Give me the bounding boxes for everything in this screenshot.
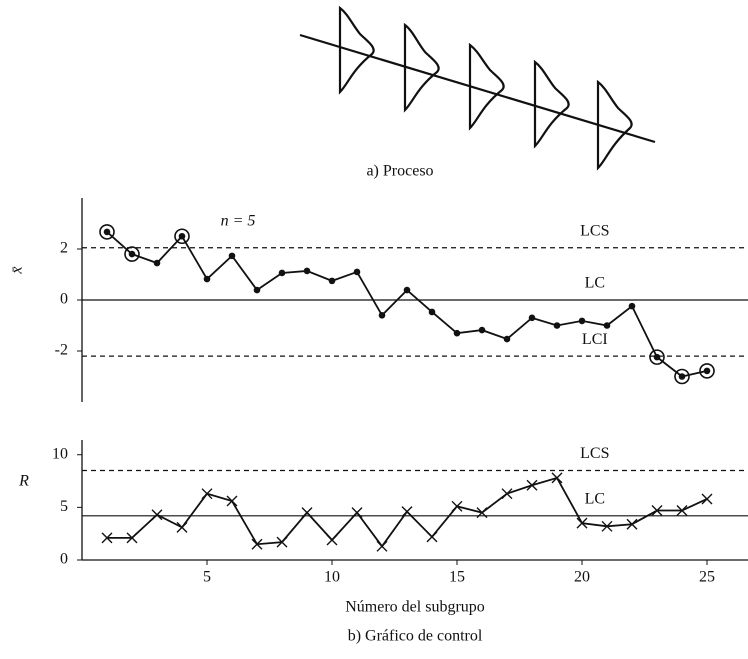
control-limit-label: LCS <box>580 445 609 462</box>
data-point <box>202 489 212 499</box>
control-limit-label: LC <box>585 275 605 292</box>
control-limit-label: LCI <box>582 331 608 348</box>
data-point <box>329 278 336 285</box>
data-point <box>527 480 537 490</box>
data-point <box>552 473 562 483</box>
data-point <box>554 322 561 329</box>
figure: a) Proceso b) Gráfico de control -2 0 2 x̄ n… <box>0 0 748 659</box>
data-point <box>279 270 286 277</box>
y-tick-label: 10 <box>52 445 68 462</box>
data-point <box>304 268 311 275</box>
y-axis-label: R <box>18 473 29 490</box>
data-point <box>679 373 686 380</box>
data-point <box>177 522 187 532</box>
data-point <box>654 354 661 361</box>
distribution-shape <box>340 8 374 92</box>
x-tick-label: 10 <box>324 569 340 586</box>
diagram-caption: a) Proceso <box>366 163 433 180</box>
data-point <box>704 368 711 375</box>
data-point <box>502 489 512 499</box>
data-point <box>354 269 361 276</box>
y-tick-label: 0 <box>60 551 68 568</box>
data-point <box>404 287 411 294</box>
x-tick-label: 15 <box>449 569 465 586</box>
x-tick-label: 20 <box>574 569 590 586</box>
data-point <box>179 233 186 240</box>
data-point <box>429 309 436 316</box>
data-point <box>529 315 536 322</box>
data-point <box>504 336 511 343</box>
data-point <box>227 496 237 506</box>
annotation: n = 5 <box>221 213 256 230</box>
y-axis-label: x̄ <box>9 266 26 274</box>
data-point <box>479 327 486 334</box>
data-point <box>152 510 162 520</box>
data-point <box>427 532 437 542</box>
y-tick-label: -2 <box>55 342 68 359</box>
data-point <box>104 229 111 236</box>
data-point <box>402 507 412 517</box>
distribution-shape <box>470 45 504 128</box>
x-tick-label: 5 <box>203 569 211 586</box>
data-point <box>129 251 136 258</box>
data-point <box>604 322 611 329</box>
data-point <box>154 260 161 267</box>
data-point <box>327 535 337 545</box>
data-point <box>629 303 636 310</box>
y-tick-label: 0 <box>60 291 68 308</box>
data-point <box>379 312 386 319</box>
control-limit-label: LC <box>585 490 605 507</box>
distribution-shape <box>535 62 569 146</box>
figure-caption: b) Gráfico de control <box>348 628 483 645</box>
y-tick-label: 2 <box>60 240 68 257</box>
x-tick-label: 25 <box>699 569 715 586</box>
control-limit-label: LCS <box>580 222 609 239</box>
data-point <box>702 494 712 504</box>
data-point <box>579 318 586 325</box>
data-line <box>107 232 707 377</box>
data-point <box>254 287 261 294</box>
process-diagram: a) Proceso <box>300 8 655 180</box>
x-axis-label: Número del subgrupo <box>345 599 485 616</box>
data-point <box>377 541 387 551</box>
y-tick-label: 5 <box>60 498 68 515</box>
data-point <box>454 330 461 337</box>
distribution-shape <box>598 82 632 168</box>
data-point <box>204 276 211 283</box>
data-point <box>229 253 236 260</box>
